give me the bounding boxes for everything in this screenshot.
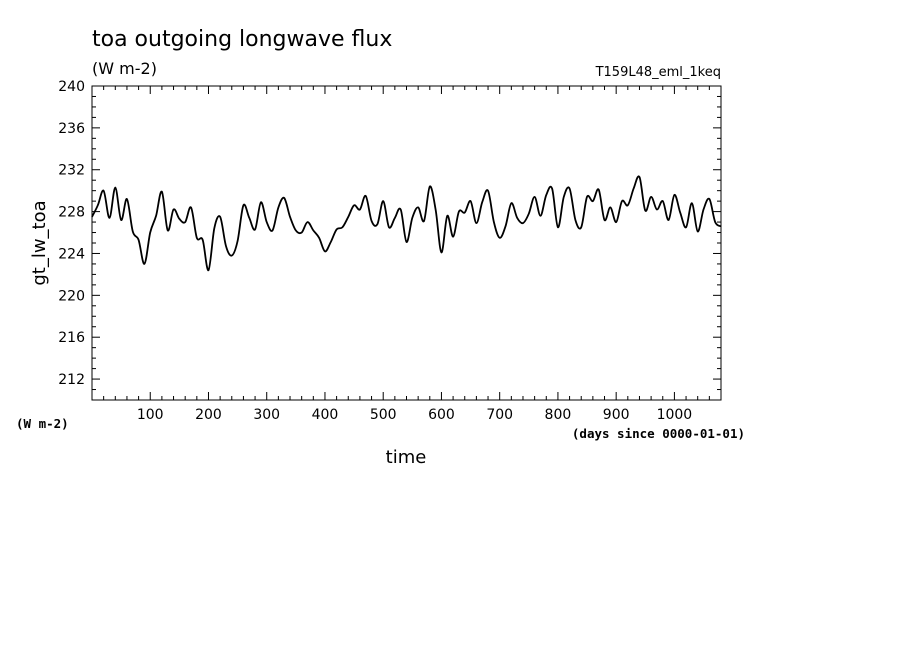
x-tick-label: 200 (195, 407, 222, 423)
x-tick-label: 100 (137, 407, 164, 423)
x-axis-label: time (386, 447, 427, 468)
plot-frame (91, 85, 722, 401)
chart-title: toa outgoing longwave flux (92, 27, 392, 52)
x-tick-label: 500 (370, 407, 397, 423)
x-tick-label: 300 (253, 407, 280, 423)
y-tick-label: 240 (58, 79, 85, 95)
x-units-label: (days since 0000-01-01) (572, 426, 745, 441)
run-label: T159L48_eml_1keq (595, 65, 721, 80)
x-tick-label: 800 (545, 407, 572, 423)
y-tick-labels: 212 216 220 224 228 232 236 240 (58, 79, 85, 388)
series-line (91, 175, 722, 272)
x-tick-labels: 100 200 300 400 500 600 700 800 900 1000 (137, 407, 692, 423)
y-tick-label: 212 (58, 372, 85, 388)
y-tick-label: 220 (58, 288, 85, 304)
y-tick-label: 224 (58, 246, 85, 262)
y-tick-label: 236 (58, 121, 85, 137)
x-tick-label: 400 (312, 407, 339, 423)
y-tick-label: 228 (58, 205, 85, 221)
chart-subtitle: (W m-2) (92, 59, 157, 78)
y-tick-label: 216 (58, 330, 85, 346)
y-units-label: (W m-2) (16, 416, 69, 431)
x-tick-label: 1000 (657, 407, 693, 423)
x-tick-label: 600 (428, 407, 455, 423)
y-axis-label: gt_lw_toa (29, 200, 50, 285)
x-tick-label: 700 (486, 407, 513, 423)
axis-ticks (92, 86, 721, 400)
x-tick-label: 900 (603, 407, 630, 423)
y-tick-label: 232 (58, 163, 85, 179)
